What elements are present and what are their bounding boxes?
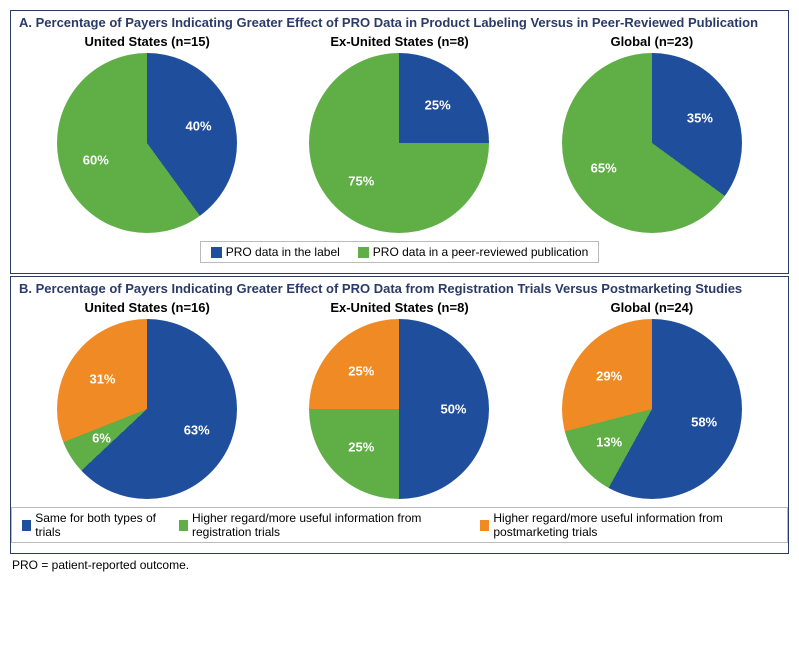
swatch-green bbox=[358, 247, 369, 258]
panel-a-title: A. Percentage of Payers Indicating Great… bbox=[11, 11, 788, 34]
legend-label: Higher regard/more useful information fr… bbox=[192, 511, 462, 539]
slice-label: 65% bbox=[591, 160, 617, 175]
chart-a-exus: Ex-United States (n=8) 25% 75% bbox=[309, 34, 489, 233]
slice-label: 6% bbox=[92, 430, 111, 445]
slice-label: 29% bbox=[596, 368, 622, 383]
slice-label: 13% bbox=[596, 435, 622, 450]
panel-a-legend: PRO data in the label PRO data in a peer… bbox=[11, 241, 788, 273]
legend-item: Same for both types of trials bbox=[22, 511, 161, 539]
swatch-blue bbox=[22, 520, 31, 531]
slice-label: 63% bbox=[184, 423, 210, 438]
slice-label: 25% bbox=[348, 440, 374, 455]
slice-label: 31% bbox=[89, 371, 115, 386]
panel-b-charts: United States (n=16) 63% 6% 31% Ex-United … bbox=[11, 300, 788, 507]
slice-label: 50% bbox=[440, 402, 466, 417]
legend-item: Higher regard/more useful information fr… bbox=[179, 511, 462, 539]
legend-label: PRO data in the label bbox=[226, 245, 340, 259]
chart-a-global: Global (n=23) 35% 65% bbox=[562, 34, 742, 233]
legend-item: PRO data in a peer-reviewed publication bbox=[358, 245, 588, 259]
chart-subtitle: Ex-United States (n=8) bbox=[309, 300, 489, 315]
slice-label: 35% bbox=[687, 111, 713, 126]
slice-label: 60% bbox=[83, 152, 109, 167]
slice-label: 25% bbox=[425, 97, 451, 112]
legend-label: Same for both types of trials bbox=[35, 511, 161, 539]
legend-label: PRO data in a peer-reviewed publication bbox=[373, 245, 588, 259]
legend-item: PRO data in the label bbox=[211, 245, 340, 259]
footnote: PRO = patient-reported outcome. bbox=[10, 556, 789, 572]
panel-b-title: B. Percentage of Payers Indicating Great… bbox=[11, 277, 788, 300]
swatch-green bbox=[179, 520, 188, 531]
chart-a-us: United States (n=15) 40% 60% bbox=[57, 34, 237, 233]
chart-subtitle: Global (n=24) bbox=[562, 300, 742, 315]
chart-subtitle: Ex-United States (n=8) bbox=[309, 34, 489, 49]
swatch-orange bbox=[480, 520, 489, 531]
panel-b: B. Percentage of Payers Indicating Great… bbox=[10, 276, 789, 554]
pie-b-exus: 50% 25% 25% bbox=[309, 319, 489, 499]
pie-a-exus: 25% 75% bbox=[309, 53, 489, 233]
panel-a-charts: United States (n=15) 40% 60% Ex-United St… bbox=[11, 34, 788, 241]
pie-a-us: 40% 60% bbox=[57, 53, 237, 233]
chart-b-us: United States (n=16) 63% 6% 31% bbox=[57, 300, 237, 499]
legend-inner: Same for both types of trials Higher reg… bbox=[11, 507, 788, 543]
chart-subtitle: Global (n=23) bbox=[562, 34, 742, 49]
chart-subtitle: United States (n=16) bbox=[57, 300, 237, 315]
pie-b-global: 58% 13% 29% bbox=[562, 319, 742, 499]
slice-label: 25% bbox=[348, 363, 374, 378]
panel-a: A. Percentage of Payers Indicating Great… bbox=[10, 10, 789, 274]
slice-label: 40% bbox=[185, 119, 211, 134]
slice-label: 75% bbox=[348, 174, 374, 189]
pie-a-global: 35% 65% bbox=[562, 53, 742, 233]
legend-inner: PRO data in the label PRO data in a peer… bbox=[200, 241, 600, 263]
legend-item: Higher regard/more useful information fr… bbox=[480, 511, 777, 539]
pie-b-us: 63% 6% 31% bbox=[57, 319, 237, 499]
chart-b-global: Global (n=24) 58% 13% 29% bbox=[562, 300, 742, 499]
legend-label: Higher regard/more useful information fr… bbox=[493, 511, 777, 539]
panel-b-legend: Same for both types of trials Higher reg… bbox=[11, 507, 788, 553]
slice-label: 58% bbox=[691, 415, 717, 430]
chart-b-exus: Ex-United States (n=8) 50% 25% 25% bbox=[309, 300, 489, 499]
swatch-blue bbox=[211, 247, 222, 258]
chart-subtitle: United States (n=15) bbox=[57, 34, 237, 49]
